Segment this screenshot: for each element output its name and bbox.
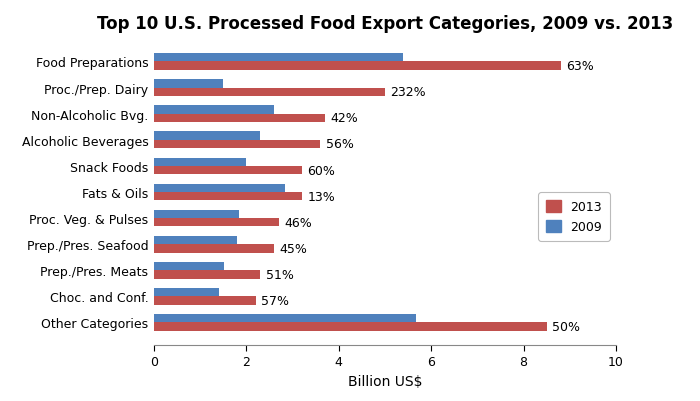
Text: 63%: 63% <box>566 60 594 73</box>
Bar <box>154 192 302 201</box>
Bar <box>154 114 325 123</box>
Text: 42%: 42% <box>330 112 358 125</box>
Bar <box>154 54 403 62</box>
Bar <box>154 210 239 219</box>
Bar <box>154 245 274 253</box>
Text: 13%: 13% <box>307 190 335 203</box>
Bar <box>154 158 246 166</box>
Bar <box>154 88 385 97</box>
Text: 60%: 60% <box>307 164 335 177</box>
Title: Top 10 U.S. Processed Food Export Categories, 2009 vs. 2013: Top 10 U.S. Processed Food Export Catego… <box>97 15 673 33</box>
Bar <box>154 219 279 227</box>
Legend: 2013, 2009: 2013, 2009 <box>538 192 610 241</box>
Text: 46%: 46% <box>284 216 312 229</box>
Bar <box>154 140 321 149</box>
X-axis label: Billion US$: Billion US$ <box>348 374 422 388</box>
Bar <box>154 314 416 323</box>
Bar <box>154 80 223 88</box>
Text: 232%: 232% <box>391 86 426 99</box>
Bar <box>154 106 274 114</box>
Bar <box>154 62 561 71</box>
Text: 51%: 51% <box>266 268 294 281</box>
Bar <box>154 166 302 175</box>
Text: 50%: 50% <box>552 320 580 333</box>
Bar <box>154 297 256 305</box>
Bar <box>154 132 260 140</box>
Text: 56%: 56% <box>326 138 354 151</box>
Bar <box>154 323 547 331</box>
Text: 45%: 45% <box>280 242 307 255</box>
Bar <box>154 236 237 245</box>
Bar <box>154 271 260 279</box>
Bar <box>154 288 218 297</box>
Text: 57%: 57% <box>261 294 289 307</box>
Bar <box>154 184 285 192</box>
Bar <box>154 262 224 271</box>
